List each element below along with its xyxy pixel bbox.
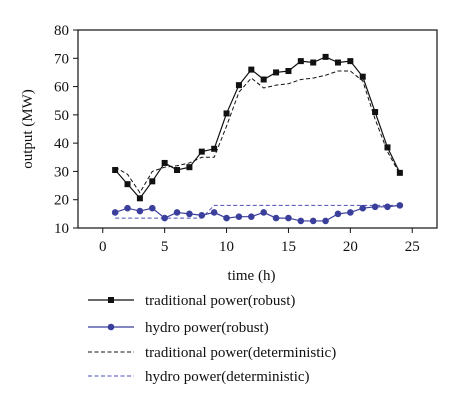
data-point [186, 210, 193, 218]
data-point [223, 110, 230, 117]
data-point [223, 214, 230, 222]
data-point [372, 109, 379, 116]
x-tick-label: 5 [161, 239, 169, 255]
y-axis-label: output (MW) [20, 89, 36, 169]
y-tick-label: 40 [54, 136, 69, 152]
data-point [124, 204, 131, 212]
data-point [322, 217, 329, 225]
x-tick-label: 25 [405, 239, 420, 255]
data-point [148, 204, 156, 212]
data-point [211, 145, 218, 152]
data-point [322, 53, 329, 60]
y-tick-label: 10 [54, 221, 69, 237]
legend-label: hydro power(deterministic) [145, 369, 310, 385]
data-point [297, 217, 305, 225]
data-point [359, 73, 366, 80]
data-point [396, 169, 403, 176]
data-point [396, 202, 404, 209]
series-hydro-power-robust- [111, 202, 404, 225]
x-tick-label: 10 [219, 239, 234, 255]
x-tick-label: 0 [99, 239, 107, 255]
data-point [235, 82, 242, 89]
data-point [136, 207, 144, 215]
series-line [115, 204, 400, 219]
data-point [347, 58, 354, 65]
y-tick-label: 20 [54, 193, 69, 209]
data-point [161, 214, 168, 222]
y-tick-label: 80 [54, 23, 69, 39]
legend: traditional power(robust) hydro power(rob… [88, 293, 336, 385]
data-point [371, 203, 379, 211]
data-point [161, 159, 168, 166]
data-point [285, 68, 292, 75]
legend-label: hydro power(robust) [145, 320, 269, 336]
legend-entry: traditional power(robust) [88, 293, 295, 309]
data-point [235, 213, 243, 220]
plot-frame [77, 29, 438, 229]
data-point [285, 214, 292, 222]
axes: 0 5 10 15 20 25 10 20 30 40 50 60 70 80 [54, 23, 420, 255]
data-point [210, 209, 218, 216]
y-tick-label: 60 [54, 80, 69, 96]
x-tick-label: 20 [343, 239, 358, 255]
x-axis-label: time (h) [228, 268, 276, 284]
data-point [260, 76, 267, 83]
data-point [359, 204, 367, 212]
data-point [198, 148, 205, 155]
data-point [272, 214, 280, 222]
data-point [136, 195, 143, 202]
data-point [334, 210, 342, 218]
series-traditional-power-robust- [112, 53, 403, 202]
plot-area [77, 29, 438, 229]
legend-label: traditional power(deterministic) [145, 345, 336, 361]
data-point [384, 144, 391, 151]
legend-entry: hydro power(deterministic) [88, 369, 310, 385]
series-line [114, 70, 401, 194]
data-point [248, 66, 255, 73]
series-traditional-power-deterministic- [114, 70, 401, 194]
data-point [297, 58, 304, 65]
data-point [124, 181, 131, 188]
legend-label: traditional power(robust) [145, 293, 295, 309]
data-point [384, 203, 391, 211]
data-point [309, 217, 317, 225]
legend-entry: hydro power(robust) [88, 320, 269, 336]
series-hydro-power-deterministic- [115, 204, 400, 219]
data-point [347, 209, 354, 216]
y-tick-label: 30 [54, 164, 69, 180]
data-point [186, 164, 193, 171]
data-point [248, 213, 255, 220]
data-point [273, 69, 280, 76]
data-point [149, 178, 156, 185]
legend-swatch-marker [108, 297, 114, 303]
data-point [174, 167, 181, 174]
data-point [198, 211, 206, 219]
series-line [114, 56, 401, 200]
legend-swatch-marker [107, 323, 115, 331]
data-point [260, 209, 267, 216]
y-tick-label: 50 [54, 108, 69, 124]
data-point [112, 167, 119, 174]
data-point [111, 209, 119, 216]
data-series [111, 53, 404, 225]
data-point [334, 59, 341, 66]
data-point [310, 59, 317, 66]
y-tick-label: 70 [54, 51, 69, 67]
legend-entry: traditional power(deterministic) [88, 345, 336, 361]
x-tick-label: 15 [281, 239, 296, 255]
data-point [173, 209, 181, 216]
